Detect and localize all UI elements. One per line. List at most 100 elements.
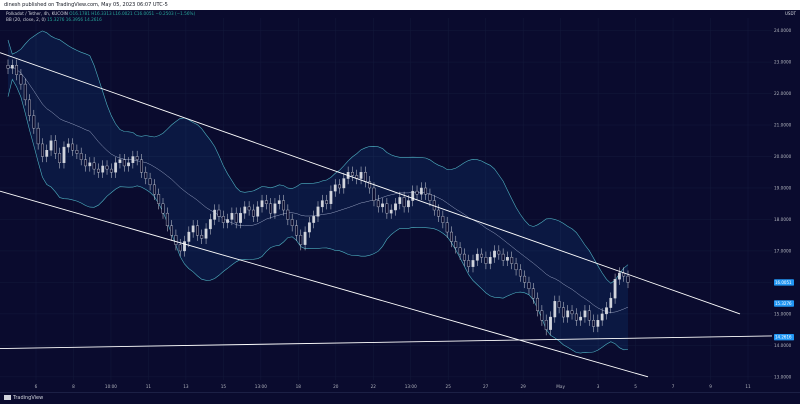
candle-body bbox=[411, 190, 415, 201]
candle-body bbox=[471, 260, 475, 267]
candle-body bbox=[217, 209, 221, 217]
publish-info-bar: dinesh published on TradingView.com, May… bbox=[0, 0, 800, 10]
x-tick-label: 18 bbox=[296, 384, 302, 389]
price-chart[interactable]: 24.0000 23.0000 22.0000 21.0000 20.0000 19.00… bbox=[0, 10, 800, 392]
candle-body bbox=[122, 159, 126, 167]
candle-body bbox=[562, 307, 565, 318]
bollinger-upper-band bbox=[7, 30, 629, 284]
horizontal-support-line[interactable] bbox=[0, 335, 773, 349]
candle-body bbox=[226, 219, 229, 223]
candle-body bbox=[518, 269, 522, 277]
candle-body bbox=[325, 200, 329, 204]
candle-body bbox=[71, 143, 74, 151]
x-tick-label: 11 bbox=[146, 384, 152, 389]
candle-body bbox=[204, 228, 208, 239]
candle-body bbox=[510, 257, 514, 264]
candle-body bbox=[36, 127, 40, 145]
candle-body bbox=[221, 216, 225, 223]
candle-body bbox=[53, 140, 57, 154]
candle-body bbox=[92, 162, 96, 170]
candle-body bbox=[372, 187, 376, 201]
candle-body bbox=[454, 241, 458, 248]
candle-body bbox=[161, 203, 165, 214]
candle-body bbox=[75, 150, 79, 154]
y-tick-label: 20.0000 bbox=[774, 154, 792, 159]
x-tick-label: 29 bbox=[520, 384, 526, 389]
candle-body bbox=[514, 263, 518, 271]
candle-body bbox=[282, 200, 285, 211]
candle-body bbox=[114, 162, 118, 173]
candle-body bbox=[359, 172, 363, 179]
candle-body bbox=[157, 194, 161, 204]
candle-body bbox=[88, 162, 92, 167]
candle-body bbox=[286, 209, 290, 220]
y-tick-label: 13.0000 bbox=[774, 374, 792, 379]
candle-body bbox=[165, 212, 169, 226]
candle-body bbox=[58, 153, 62, 164]
candle-body bbox=[424, 187, 428, 195]
candle-body bbox=[419, 187, 423, 195]
candle-body bbox=[570, 310, 574, 315]
x-tick-label: 13 bbox=[183, 384, 189, 389]
candle-body bbox=[32, 115, 36, 129]
candle-body bbox=[467, 260, 471, 267]
candle-body bbox=[273, 203, 277, 214]
candle-body bbox=[402, 197, 406, 208]
candle-body bbox=[260, 200, 264, 208]
candle-body bbox=[407, 200, 410, 208]
candle-body bbox=[385, 203, 389, 214]
symbol-label: Polkadot / Tether, 4h, KUCOIN bbox=[6, 11, 68, 16]
candle-body bbox=[398, 197, 402, 204]
bollinger-legend[interactable]: BB (20, close, 2, 0) 15.3276 16.3956 14.… bbox=[6, 17, 102, 22]
candle-body bbox=[342, 178, 346, 189]
candle-body bbox=[49, 140, 53, 151]
candle-body bbox=[587, 310, 591, 321]
candle-body bbox=[484, 257, 488, 264]
candle-body bbox=[135, 156, 139, 160]
bollinger-label: BB (20, close, 2, 0) bbox=[6, 17, 46, 22]
candle-body bbox=[144, 172, 148, 179]
trendline-upper[interactable] bbox=[0, 52, 741, 315]
candle-body bbox=[105, 165, 109, 170]
x-tick-label: 7 bbox=[672, 384, 675, 389]
candle-body bbox=[320, 200, 324, 208]
candle-body bbox=[462, 253, 466, 261]
candle-body bbox=[368, 181, 372, 189]
candle-body bbox=[501, 253, 505, 261]
trendline-lower[interactable] bbox=[0, 190, 649, 378]
candle-body bbox=[312, 216, 316, 223]
candle-body bbox=[41, 143, 44, 157]
candle-body bbox=[239, 212, 242, 223]
candle-body bbox=[66, 143, 70, 148]
candle-body bbox=[531, 288, 535, 299]
candle-body bbox=[127, 162, 130, 167]
candle-body bbox=[415, 190, 419, 195]
candle-body bbox=[540, 310, 544, 321]
price-tag bbox=[774, 333, 794, 341]
candle-body bbox=[252, 209, 255, 217]
candle-body bbox=[6, 65, 10, 69]
symbol-legend[interactable]: Polkadot / Tether, 4h, KUCOIN O16.1781 H… bbox=[6, 11, 195, 16]
candle-body bbox=[389, 209, 393, 214]
candle-body bbox=[445, 222, 449, 233]
x-tick-label: 20 bbox=[333, 384, 339, 389]
candle-body bbox=[437, 209, 440, 217]
candle-body bbox=[617, 272, 621, 280]
y-tick-label: 23.0000 bbox=[774, 60, 792, 65]
x-tick-label: 25 bbox=[446, 384, 452, 389]
candle-body bbox=[549, 316, 552, 330]
candle-body bbox=[626, 275, 630, 283]
bollinger-lower-band bbox=[7, 78, 629, 354]
candle-body bbox=[45, 150, 49, 157]
candle-body bbox=[523, 275, 527, 283]
candle-body bbox=[230, 212, 234, 220]
candle-body bbox=[441, 216, 445, 223]
candle-body bbox=[213, 209, 217, 220]
candle-body bbox=[23, 83, 27, 101]
candle-body bbox=[605, 307, 608, 315]
y-tick-label: 17.0000 bbox=[774, 248, 792, 253]
currency-label: USDT bbox=[785, 11, 796, 16]
candle-body bbox=[596, 319, 600, 327]
candle-body bbox=[79, 153, 83, 160]
